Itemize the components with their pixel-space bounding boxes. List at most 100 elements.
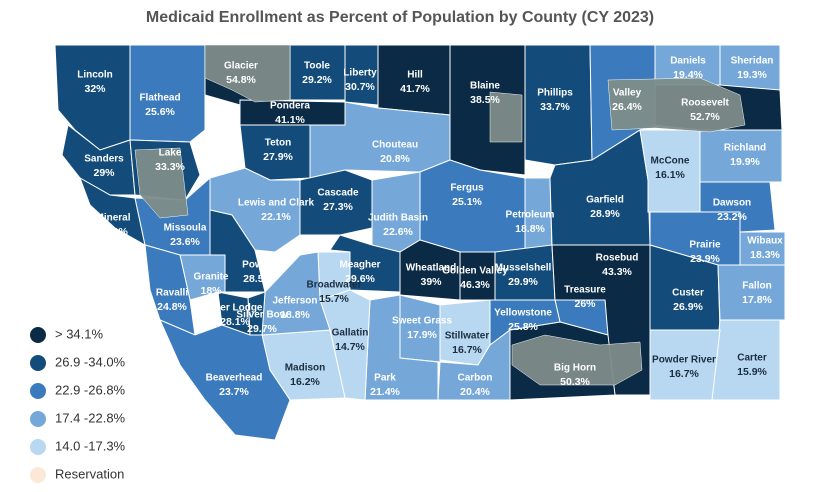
county-value: 17.9% xyxy=(407,329,437,341)
county-name: Flathead xyxy=(139,93,180,104)
county-name: Phillips xyxy=(537,88,573,99)
county-value: 28.5% xyxy=(243,273,273,285)
county-value: 16.2% xyxy=(290,376,320,388)
county-name: Jefferson xyxy=(272,296,317,307)
legend-swatch xyxy=(30,355,46,371)
county-value: 18.8% xyxy=(280,309,310,321)
reservation-area xyxy=(204,44,291,103)
county-name: Yellowstone xyxy=(494,308,552,319)
county-name: Prairie xyxy=(689,240,721,251)
county-value: 23.6% xyxy=(170,236,200,248)
county-name: Ravalli xyxy=(156,288,188,299)
county-name: Petroleum xyxy=(506,210,555,221)
county-name: Cascade xyxy=(317,188,359,199)
county-value: 15.7% xyxy=(319,293,349,305)
county-name: Granite xyxy=(193,272,228,283)
county-name: Judith Basin xyxy=(368,213,428,224)
county-name: Meagher xyxy=(339,260,380,271)
county-value: 23.9% xyxy=(690,253,720,265)
county-name: Wibaux xyxy=(747,236,783,247)
county xyxy=(649,329,721,401)
county-value: 32% xyxy=(84,83,106,95)
county-name: Toole xyxy=(304,61,330,72)
legend-swatch xyxy=(30,467,46,483)
county-value: 15.9% xyxy=(737,366,767,378)
county-name: Stillwater xyxy=(445,331,490,342)
county xyxy=(699,129,783,183)
county-name: Mineral xyxy=(95,213,130,224)
legend-label: 22.9 -26.8% xyxy=(55,382,126,397)
county-name: Blaine xyxy=(470,81,500,92)
county-name: Broadwater xyxy=(306,280,361,291)
county-value: 33.7% xyxy=(540,101,570,113)
county-labels: Lincoln 32% Flathead 25.6% Glacier 54.8% Toole… xyxy=(77,56,783,398)
county-name: McCone xyxy=(651,156,690,167)
county-name: Roosevelt xyxy=(681,98,729,109)
county-name: Sheridan xyxy=(731,56,774,67)
county-name: Sweet Grass xyxy=(392,316,452,327)
county-name: Carter xyxy=(737,353,767,364)
county-name: Madison xyxy=(285,363,326,374)
reservations xyxy=(134,44,746,386)
county-value: 16.7% xyxy=(452,344,482,356)
legend-swatch xyxy=(30,439,46,455)
county-name: Pondera xyxy=(270,101,310,112)
county-value: 18.8% xyxy=(515,223,545,235)
legend-swatch xyxy=(30,383,46,399)
county xyxy=(159,319,291,441)
counties xyxy=(54,44,786,441)
county-name: Deer Lodge xyxy=(207,303,262,314)
county-value: 25.6% xyxy=(145,106,175,118)
county-value: 23.2% xyxy=(717,211,747,223)
county-value: 20.8% xyxy=(380,153,410,165)
county-value: 22.6% xyxy=(383,226,413,238)
county-value: 41.1% xyxy=(275,114,305,126)
county-value: 19.3% xyxy=(737,69,767,81)
county-name: Rosebud xyxy=(596,253,639,264)
county-value: 30.7% xyxy=(345,81,375,93)
county-value: 27.3% xyxy=(323,201,353,213)
county-value: 23.7% xyxy=(219,386,249,398)
county-name: Powder River xyxy=(652,355,716,366)
county-value: 31.9% xyxy=(98,226,128,238)
county-value: 19.9% xyxy=(730,156,760,168)
county-name: Park xyxy=(374,373,396,384)
county xyxy=(129,44,206,143)
county xyxy=(719,44,781,91)
county-name: Golden Valley xyxy=(442,266,508,277)
county-name: Teton xyxy=(265,138,291,149)
reservation-area xyxy=(607,77,746,133)
county-value: 43.3% xyxy=(602,266,632,278)
legend-label: > 34.1% xyxy=(55,326,104,341)
county-value: 52.7% xyxy=(690,111,720,123)
county-value: 17.8% xyxy=(742,294,772,306)
county-value: 25.1% xyxy=(452,196,482,208)
county-name: Daniels xyxy=(670,56,706,67)
county-name: Gallatin xyxy=(332,328,369,339)
county-name: Lewis and Clark xyxy=(238,198,315,209)
county-name: Missoula xyxy=(164,223,207,234)
county-value: 50.3% xyxy=(560,376,590,388)
county-name: Silver Bow xyxy=(236,310,287,321)
reservation-area xyxy=(511,334,643,386)
county-name: Richland xyxy=(724,143,766,154)
county-name: Dawson xyxy=(713,198,751,209)
county-name: Big Horn xyxy=(554,363,596,374)
county-value: 29.6% xyxy=(345,273,375,285)
county-name: Liberty xyxy=(343,68,377,79)
county-value: 54.8% xyxy=(226,74,256,86)
county-value: 33.3% xyxy=(155,161,185,173)
county-value: 22.1% xyxy=(261,211,291,223)
county-name: Powell xyxy=(242,260,274,271)
county xyxy=(289,44,346,101)
reservation-area xyxy=(489,91,523,143)
county-value: 20.4% xyxy=(460,386,490,398)
legend-swatch xyxy=(30,327,46,343)
county-name: Fallon xyxy=(742,281,771,292)
county-name: Hill xyxy=(407,70,423,81)
county-value: 28.9% xyxy=(590,208,620,220)
county-value: 27.9% xyxy=(263,151,293,163)
legend-label: Reservation xyxy=(55,466,124,481)
county-value: 26.4% xyxy=(612,101,642,113)
county-name: Fergus xyxy=(450,183,484,194)
